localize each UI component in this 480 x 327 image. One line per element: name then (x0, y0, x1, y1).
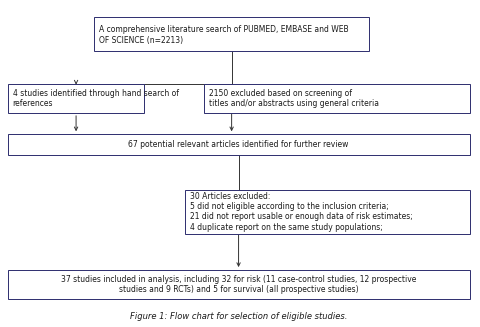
Text: A comprehensive literature search of PUBMED, EMBASE and WEB
OF SCIENCE (n=2213): A comprehensive literature search of PUB… (99, 25, 348, 44)
Text: 2150 excluded based on screening of
titles and/or abstracts using general criter: 2150 excluded based on screening of titl… (209, 89, 379, 109)
Text: 4 studies identified through hand search of
references: 4 studies identified through hand search… (12, 89, 179, 109)
Text: 67 potential relevant articles identified for further review: 67 potential relevant articles identifie… (128, 140, 349, 149)
FancyBboxPatch shape (204, 84, 470, 113)
FancyBboxPatch shape (8, 270, 470, 299)
FancyBboxPatch shape (8, 84, 144, 113)
Text: 37 studies included in analysis, including 32 for risk (11 case-control studies,: 37 studies included in analysis, includi… (61, 275, 416, 294)
Text: Figure 1: Flow chart for selection of eligible studies.: Figure 1: Flow chart for selection of el… (130, 312, 347, 321)
Text: 30 Articles excluded:
5 did not eligible according to the inclusion criteria;
21: 30 Articles excluded: 5 did not eligible… (190, 192, 412, 232)
FancyBboxPatch shape (8, 134, 470, 155)
FancyBboxPatch shape (185, 190, 470, 233)
FancyBboxPatch shape (94, 17, 369, 51)
